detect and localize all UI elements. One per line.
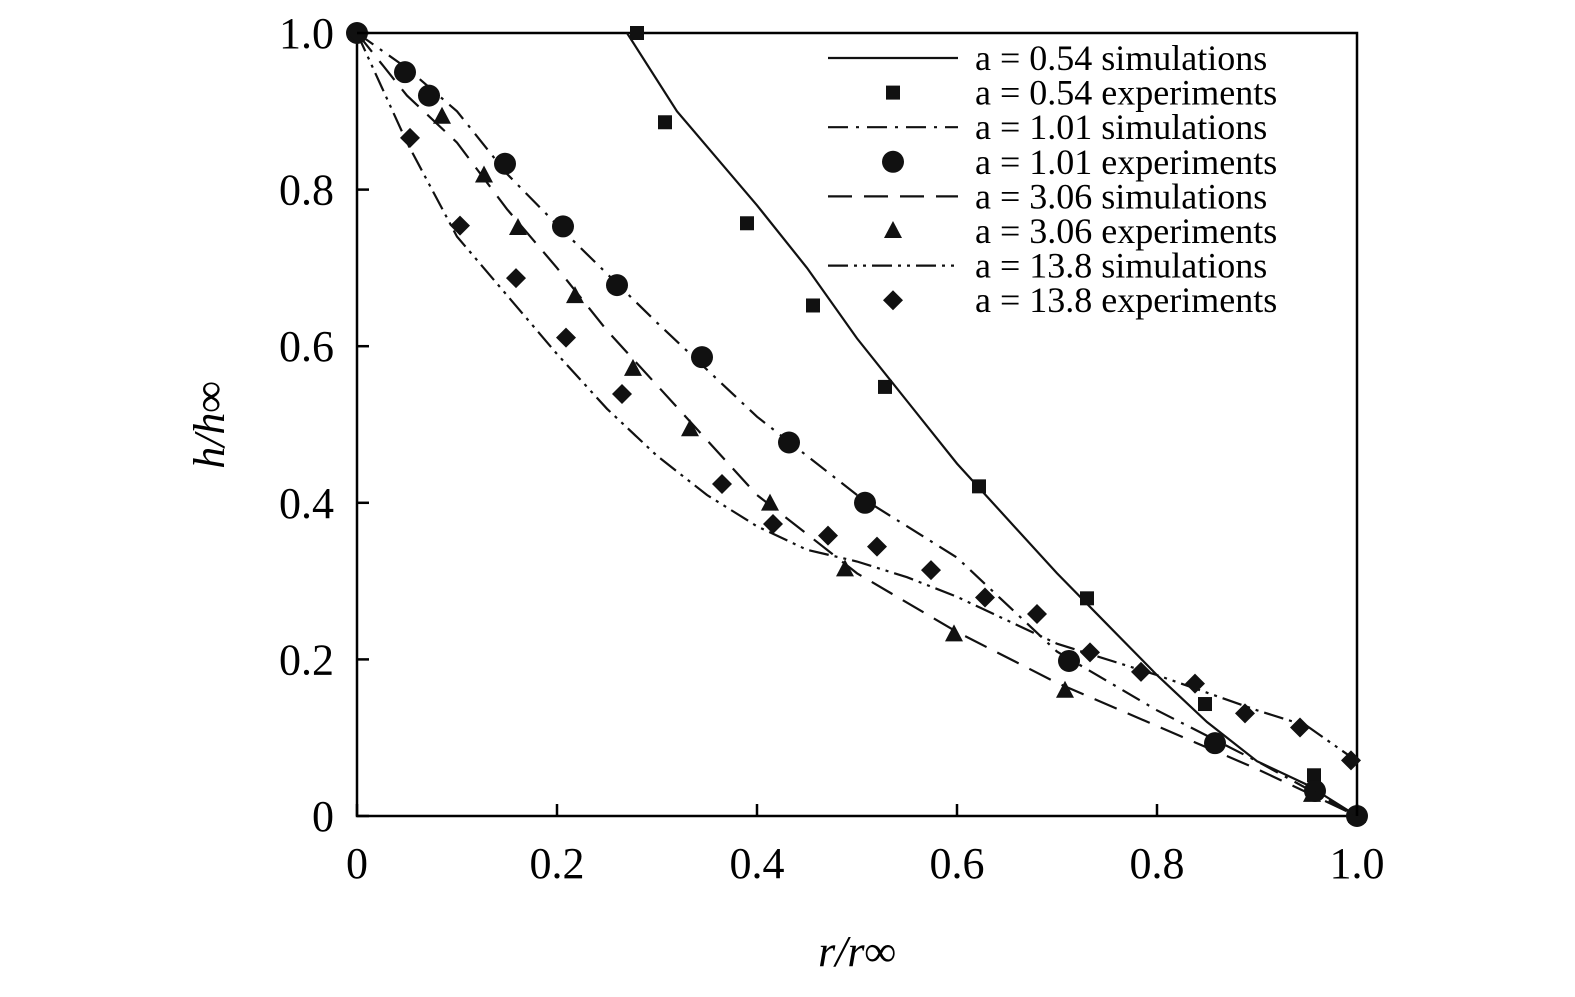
x-tick-label: 0.8 <box>1130 839 1185 888</box>
data-point-diamond <box>1131 661 1151 682</box>
data-point-square <box>1198 697 1212 712</box>
legend-marker-diamond <box>883 290 903 311</box>
legend-label: a = 3.06 experiments <box>975 211 1277 251</box>
data-point-circle <box>606 274 628 297</box>
legend-marker-circle <box>882 150 904 173</box>
data-point-triangle <box>761 493 779 511</box>
data-point-circle <box>552 215 574 238</box>
y-tick-label: 0 <box>312 792 334 841</box>
data-point-circle <box>1204 732 1226 755</box>
data-point-square <box>972 479 986 494</box>
data-point-circle <box>394 61 416 84</box>
data-point-diamond <box>506 268 526 289</box>
data-point-triangle <box>624 358 642 376</box>
legend-label: a = 13.8 simulations <box>975 246 1267 286</box>
data-point-triangle <box>1056 680 1074 698</box>
data-point-circle <box>778 431 800 454</box>
data-point-diamond <box>612 383 632 404</box>
legend-marker-square <box>886 85 900 100</box>
data-point-square <box>1307 768 1321 783</box>
series-line-6 <box>355 32 1358 763</box>
data-point-square <box>806 298 820 313</box>
y-tick-label: 0.4 <box>279 479 334 528</box>
data-point-diamond <box>763 513 783 534</box>
legend-label: a = 1.01 simulations <box>975 107 1267 147</box>
plot-frame <box>355 31 1359 818</box>
data-point-diamond <box>712 474 732 495</box>
y-axis-title: h/h∞ <box>185 381 234 469</box>
data-point-diamond <box>1290 717 1310 738</box>
y-tick-label: 0.2 <box>279 635 334 684</box>
data-point-circle <box>691 346 713 369</box>
data-point-diamond <box>556 327 576 348</box>
data-point-diamond <box>1235 703 1255 724</box>
data-point-triangle <box>681 419 699 437</box>
x-tick-label: 0.6 <box>930 839 985 888</box>
y-tick-label: 0.6 <box>279 322 334 371</box>
data-point-square <box>630 26 644 40</box>
legend-label: a = 13.8 experiments <box>975 280 1277 320</box>
data-point-triangle <box>475 165 493 183</box>
data-point-diamond <box>1027 603 1047 624</box>
data-point-diamond <box>1185 673 1205 694</box>
data-point-square <box>740 216 754 231</box>
data-point-circle <box>418 84 440 107</box>
legend-marker-triangle <box>884 221 902 238</box>
data-point-diamond <box>921 560 941 581</box>
data-point-diamond <box>975 587 995 608</box>
x-axis-ticks: 0 0.2 0.4 0.6 0.8 1.0 <box>346 804 1385 888</box>
data-point-triangle <box>836 559 854 577</box>
data-point-diamond <box>1341 750 1361 771</box>
data-point-circle <box>1058 649 1080 672</box>
data-point-diamond <box>1080 642 1100 663</box>
y-tick-label: 1.0 <box>279 9 334 58</box>
data-point-circle <box>854 491 876 514</box>
data-point-triangle <box>1303 784 1321 802</box>
x-tick-label: 1.0 <box>1330 839 1385 888</box>
y-tick-label: 0.8 <box>279 166 334 215</box>
data-point-triangle <box>433 106 451 124</box>
series-line-2 <box>356 32 1358 817</box>
data-point-diamond <box>450 215 470 236</box>
y-axis-ticks: 0 0.2 0.4 0.6 0.8 1.0 <box>279 9 369 841</box>
series-markers <box>346 22 1368 827</box>
data-point-circle <box>494 152 516 175</box>
data-point-triangle <box>509 217 527 235</box>
data-point-square <box>878 379 892 394</box>
x-tick-label: 0.2 <box>530 839 585 888</box>
legend-label: a = 3.06 simulations <box>975 176 1267 216</box>
legend-label: a = 1.01 experiments <box>975 142 1277 182</box>
legend-label: a = 0.54 experiments <box>975 73 1277 113</box>
data-point-triangle <box>945 624 963 642</box>
legend-label: a = 0.54 simulations <box>975 38 1267 78</box>
data-point-square <box>658 115 672 130</box>
data-point-diamond <box>400 127 420 148</box>
data-point-triangle <box>566 286 584 304</box>
x-axis-title: r/r∞ <box>818 927 896 976</box>
x-tick-label: 0 <box>346 839 368 888</box>
x-tick-label: 0.4 <box>730 839 785 888</box>
data-point-square <box>1080 591 1094 606</box>
data-point-diamond <box>818 525 838 546</box>
data-point-diamond <box>867 536 887 557</box>
